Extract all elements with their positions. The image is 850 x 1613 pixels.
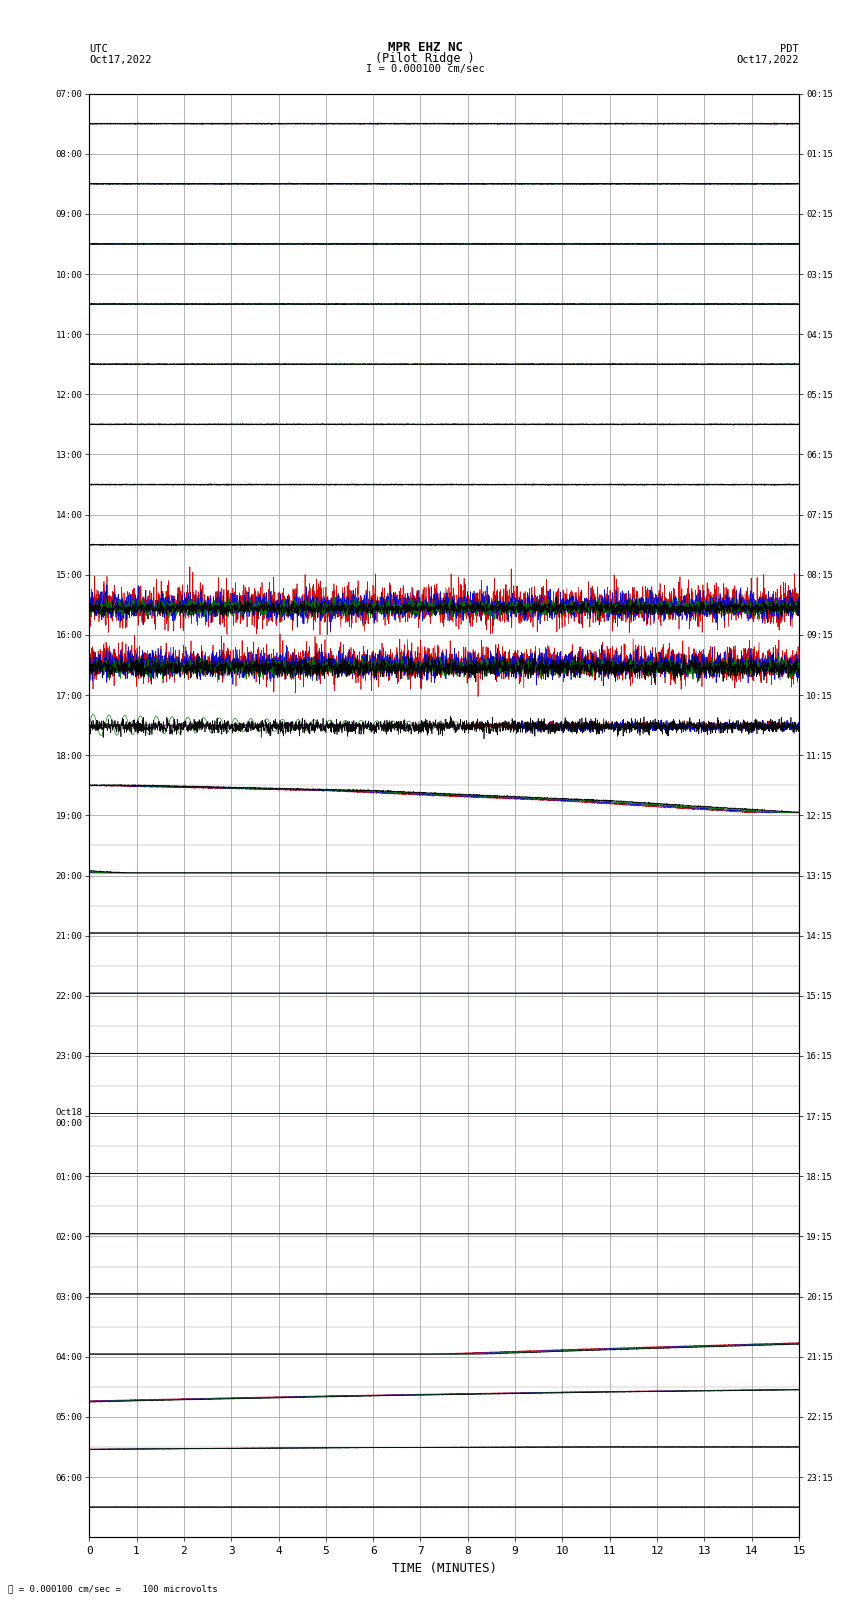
Text: Oct17,2022: Oct17,2022 (89, 55, 152, 65)
Text: Oct17,2022: Oct17,2022 (736, 55, 799, 65)
Text: PDT: PDT (780, 44, 799, 53)
Text: (Pilot Ridge ): (Pilot Ridge ) (375, 52, 475, 65)
Text: ‸ = 0.000100 cm/sec =    100 microvolts: ‸ = 0.000100 cm/sec = 100 microvolts (8, 1584, 218, 1594)
Text: I = 0.000100 cm/sec: I = 0.000100 cm/sec (366, 65, 484, 74)
Text: MPR EHZ NC: MPR EHZ NC (388, 40, 462, 53)
X-axis label: TIME (MINUTES): TIME (MINUTES) (392, 1561, 496, 1574)
Text: UTC: UTC (89, 44, 108, 53)
